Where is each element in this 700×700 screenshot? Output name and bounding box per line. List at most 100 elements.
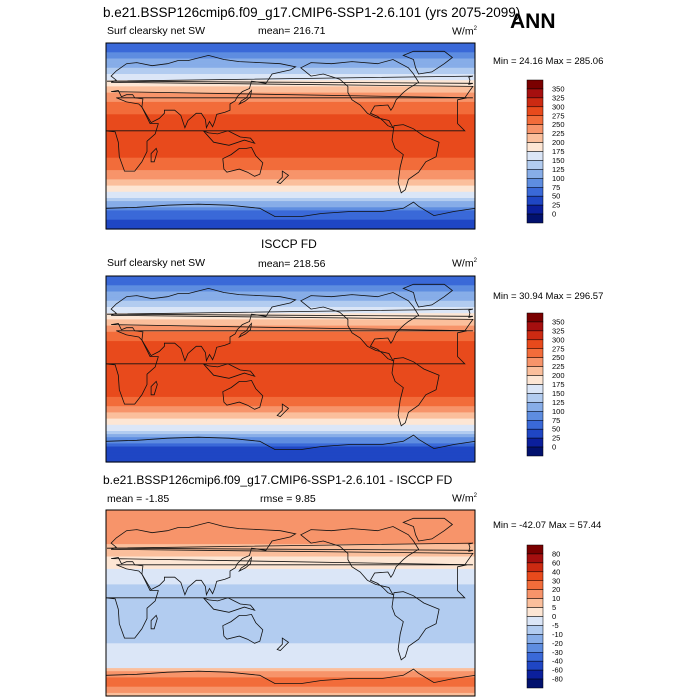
field-band bbox=[106, 677, 475, 682]
field-band bbox=[106, 415, 475, 420]
colorbar-tick-label: 25 bbox=[552, 434, 560, 443]
field-band bbox=[106, 347, 475, 351]
field-band bbox=[106, 101, 475, 106]
colorbar-swatch bbox=[526, 151, 544, 161]
field-band bbox=[106, 52, 475, 56]
coastline-south-america bbox=[391, 124, 440, 194]
coastline-africa bbox=[105, 330, 467, 405]
colorbar-tick-label: 350 bbox=[552, 317, 565, 326]
field-band bbox=[106, 387, 475, 392]
coastline-eurasia bbox=[110, 287, 474, 363]
panel2-variable-label: Surf clearsky net SW bbox=[107, 257, 206, 269]
colorbar-swatch bbox=[526, 339, 544, 349]
colorbar-swatch bbox=[526, 115, 544, 125]
colorbar-tick-label: 25 bbox=[552, 201, 560, 210]
colorbar-tick-label: 50 bbox=[552, 192, 560, 201]
field-band bbox=[106, 194, 475, 199]
coastline-japan bbox=[238, 556, 253, 573]
colorbar-swatch bbox=[526, 178, 544, 188]
coastline-new-zealand bbox=[276, 170, 290, 184]
colorbar-swatch bbox=[526, 213, 544, 224]
field-band bbox=[106, 204, 475, 208]
coastline-greenland bbox=[402, 517, 454, 542]
colorbar-tick-label: 125 bbox=[552, 165, 565, 174]
colorbar-swatch bbox=[526, 375, 544, 385]
field-band bbox=[106, 126, 475, 131]
field-band bbox=[106, 198, 475, 202]
field-band bbox=[106, 671, 475, 675]
colorbar-swatch bbox=[526, 589, 544, 599]
field-band bbox=[106, 372, 475, 376]
colorbar-swatch bbox=[526, 652, 544, 662]
field-band bbox=[106, 689, 475, 694]
coastline-uk bbox=[106, 75, 473, 85]
map-panel-1 bbox=[105, 42, 476, 230]
field-band bbox=[106, 83, 475, 87]
field-band bbox=[106, 89, 475, 94]
colorbar-tick-label: 125 bbox=[552, 398, 565, 407]
field-band bbox=[106, 431, 475, 435]
coastline-australia bbox=[222, 613, 264, 644]
field-band bbox=[106, 167, 475, 171]
field-band bbox=[106, 584, 475, 589]
field-band bbox=[106, 123, 475, 128]
field-band bbox=[106, 674, 475, 678]
colorbar-swatch bbox=[526, 204, 544, 215]
field-band bbox=[106, 568, 475, 573]
field-band bbox=[106, 219, 475, 224]
field-band bbox=[106, 606, 475, 610]
field-band bbox=[106, 282, 475, 286]
field-band bbox=[106, 139, 475, 143]
map-frame bbox=[105, 42, 476, 230]
field-band bbox=[106, 129, 475, 134]
coastline-south-america bbox=[391, 357, 440, 427]
field-band bbox=[106, 210, 475, 215]
colorbar-tick-label: 200 bbox=[552, 371, 565, 380]
coastline-japan bbox=[238, 322, 253, 339]
panel2-minmax-label: Min = 30.94 Max = 296.57 bbox=[493, 291, 604, 302]
colorbar-tick-label: 80 bbox=[552, 549, 560, 558]
field-band bbox=[106, 64, 475, 69]
colorbar-tick-label: 60 bbox=[552, 558, 560, 567]
field-band bbox=[106, 117, 475, 122]
field-band bbox=[106, 396, 475, 401]
colorbar-tick-label: 175 bbox=[552, 147, 565, 156]
colorbar-tick-label: 275 bbox=[552, 344, 565, 353]
panel3-minmax-label: Min = -42.07 Max = 57.44 bbox=[493, 520, 602, 531]
colorbar-tick-label: 175 bbox=[552, 380, 565, 389]
colorbar-tick-label: 75 bbox=[552, 416, 560, 425]
field-band bbox=[106, 111, 475, 115]
field-band bbox=[106, 213, 475, 218]
colorbar-tick-label: 225 bbox=[552, 129, 565, 138]
field-band bbox=[106, 173, 475, 177]
colorbar-swatch bbox=[526, 428, 544, 439]
field-band bbox=[106, 350, 475, 355]
colorbar-swatch bbox=[526, 544, 544, 555]
field-band bbox=[106, 603, 475, 607]
colorbar-tick-label: 150 bbox=[552, 156, 565, 165]
coastline-indonesia bbox=[203, 130, 256, 146]
colorbar-tick-label: 250 bbox=[552, 353, 565, 362]
coastline-africa bbox=[105, 564, 467, 639]
field-band bbox=[106, 334, 475, 339]
panel2-units-label: W/m2 bbox=[452, 257, 477, 270]
field-band bbox=[106, 615, 475, 620]
field-band bbox=[106, 528, 475, 533]
colorbar-tick-label: 0 bbox=[552, 612, 556, 621]
field-band bbox=[106, 612, 475, 616]
colorbar-tick-label: 300 bbox=[552, 335, 565, 344]
colorbar-tick-label: 225 bbox=[552, 362, 565, 371]
field-band bbox=[106, 434, 475, 438]
field-band bbox=[106, 421, 475, 426]
field-band bbox=[106, 191, 475, 196]
field-band bbox=[106, 148, 475, 153]
field-band bbox=[106, 525, 475, 530]
field-band bbox=[106, 74, 475, 78]
colorbar-tick-label: 40 bbox=[552, 567, 560, 576]
coastline-south-america bbox=[391, 591, 440, 661]
field-band bbox=[106, 279, 475, 283]
colorbar-swatch bbox=[526, 330, 544, 341]
field-band bbox=[106, 652, 475, 657]
colorbar-tick-label: 75 bbox=[552, 183, 560, 192]
colorbar-tick-label: 100 bbox=[552, 174, 565, 183]
